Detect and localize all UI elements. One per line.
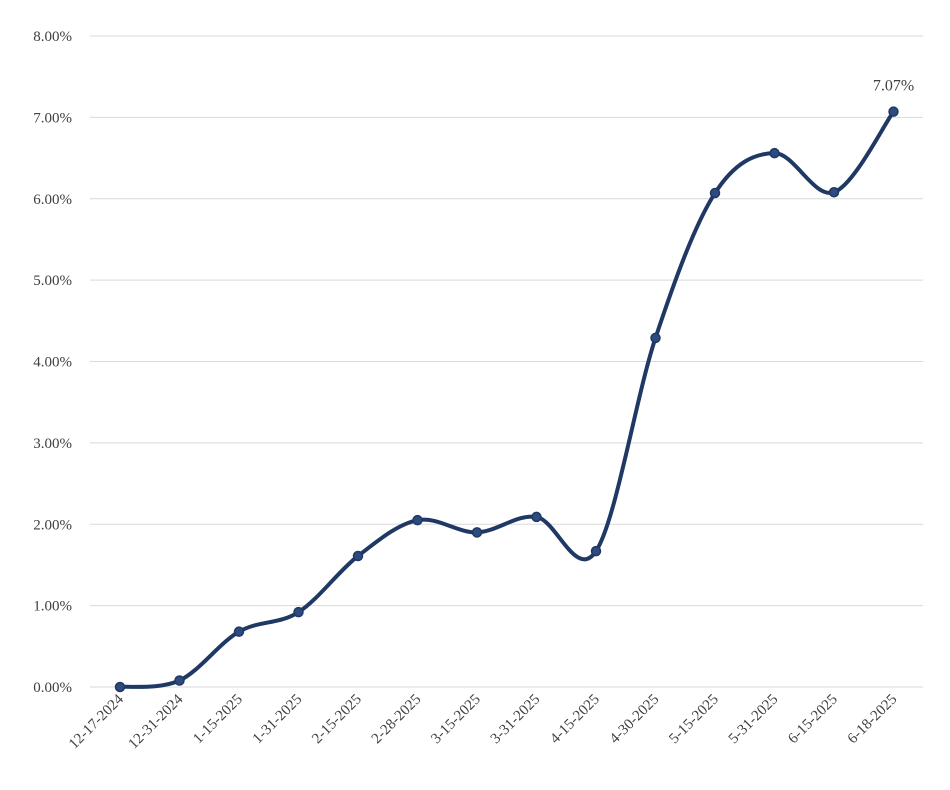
y-tick-label: 5.00% bbox=[33, 273, 72, 289]
y-tick-label: 2.00% bbox=[33, 517, 72, 533]
x-tick-label: 2-15-2025 bbox=[309, 692, 365, 748]
x-tick-label: 12-31-2024 bbox=[126, 691, 187, 752]
y-tick-label: 4.00% bbox=[33, 355, 72, 371]
data-point bbox=[828, 186, 840, 198]
data-point bbox=[769, 147, 780, 159]
data-point bbox=[709, 187, 721, 199]
x-tick-label: 6-18-2025 bbox=[845, 692, 901, 748]
data-point bbox=[650, 332, 661, 344]
data-labels: 7.07% bbox=[873, 78, 914, 95]
data-label: 7.07% bbox=[873, 78, 914, 95]
data-point bbox=[174, 675, 185, 686]
gridlines bbox=[90, 35, 923, 688]
x-tick-label: 5-15-2025 bbox=[666, 692, 722, 748]
y-tick-label: 3.00% bbox=[33, 436, 72, 452]
x-tick-label: 4-15-2025 bbox=[547, 692, 603, 748]
x-tick-label: 2-28-2025 bbox=[369, 692, 425, 748]
y-tick-label: 7.00% bbox=[33, 110, 72, 126]
data-markers bbox=[114, 106, 899, 693]
data-point bbox=[590, 545, 602, 557]
x-tick-label: 5-31-2025 bbox=[726, 692, 782, 748]
data-point bbox=[352, 550, 364, 562]
x-tick-label: 6-15-2025 bbox=[785, 692, 841, 748]
data-point bbox=[531, 511, 542, 523]
y-tick-label: 6.00% bbox=[33, 192, 72, 208]
x-tick-label: 12-17-2024 bbox=[66, 691, 127, 752]
data-point bbox=[293, 606, 304, 618]
data-point bbox=[233, 626, 245, 637]
x-tick-label: 4-30-2025 bbox=[607, 692, 663, 748]
y-axis-tick-labels: 0.00% 1.00% 2.00% 3.00% 4.00% 5.00% 6.00% 7.00%… bbox=[33, 29, 72, 696]
y-tick-label: 0.00% bbox=[33, 680, 72, 696]
data-point bbox=[888, 106, 899, 117]
series-line bbox=[118, 109, 896, 689]
x-tick-label: 1-31-2025 bbox=[250, 692, 306, 748]
x-tick-label: 3-31-2025 bbox=[488, 692, 544, 748]
y-tick-label: 1.00% bbox=[33, 599, 72, 615]
data-point bbox=[471, 527, 483, 538]
data-point bbox=[114, 681, 126, 693]
x-tick-label: 1-15-2025 bbox=[190, 692, 246, 748]
x-tick-label: 3-15-2025 bbox=[428, 692, 484, 748]
y-tick-label: 8.00% bbox=[33, 29, 72, 45]
data-point bbox=[412, 514, 423, 526]
